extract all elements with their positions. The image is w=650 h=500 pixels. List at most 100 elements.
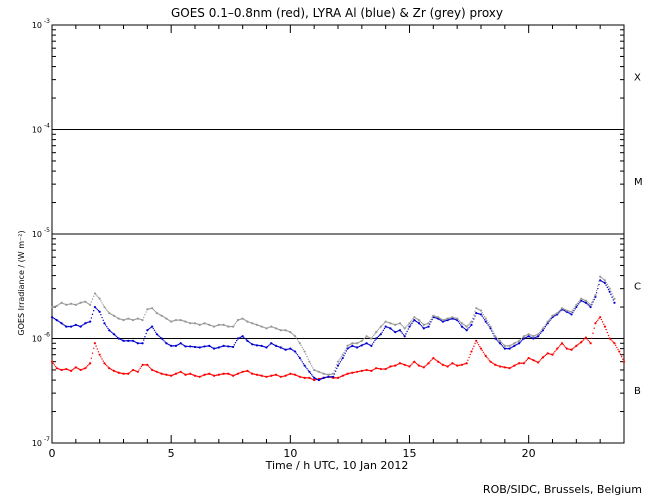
series-1-point bbox=[185, 345, 188, 348]
series-2-point bbox=[312, 367, 314, 369]
series-0-point bbox=[209, 373, 212, 375]
series-0-point bbox=[257, 374, 259, 376]
series-0-point bbox=[50, 360, 54, 363]
series-1-point bbox=[409, 324, 412, 326]
series-1-point bbox=[435, 317, 437, 319]
series-2-point bbox=[610, 290, 612, 292]
series-2-point bbox=[574, 305, 576, 308]
series-1-point bbox=[178, 343, 181, 345]
series-0-point bbox=[69, 369, 71, 372]
series-0-point bbox=[145, 364, 147, 366]
series-0-point bbox=[563, 345, 566, 347]
series-2-point bbox=[510, 344, 512, 346]
series-2-point bbox=[439, 317, 442, 320]
series-1-point bbox=[474, 315, 476, 317]
series-1-point bbox=[383, 327, 386, 330]
series-1-point bbox=[455, 319, 457, 321]
series-0-point bbox=[613, 342, 616, 345]
series-2-point bbox=[543, 325, 545, 328]
series-0-point bbox=[405, 364, 407, 366]
series-2-point bbox=[531, 335, 533, 337]
series-2-point bbox=[469, 322, 471, 324]
series-1-point bbox=[374, 339, 376, 342]
series-1-point bbox=[176, 344, 178, 346]
series-0-point bbox=[506, 367, 508, 369]
series-1-point bbox=[54, 318, 57, 321]
series-2-point bbox=[154, 311, 157, 313]
series-0-point bbox=[387, 367, 389, 369]
series-1-point bbox=[220, 345, 222, 348]
series-2-point bbox=[243, 318, 245, 321]
series-0-point bbox=[475, 339, 478, 342]
series-0-point bbox=[292, 373, 294, 375]
series-2-point bbox=[101, 302, 103, 304]
series-2-point bbox=[599, 275, 602, 278]
series-1-point bbox=[505, 347, 507, 350]
series-1-point bbox=[386, 326, 388, 328]
series-1-point bbox=[500, 343, 502, 346]
series-2-point bbox=[73, 303, 76, 306]
series-2-point bbox=[93, 292, 96, 295]
series-1-point bbox=[376, 336, 379, 339]
series-2-point bbox=[572, 309, 574, 311]
series-2-point bbox=[402, 326, 405, 328]
flare-class-label: X bbox=[634, 73, 641, 84]
series-0-point bbox=[574, 346, 576, 348]
series-1-point bbox=[272, 343, 275, 346]
series-2-point bbox=[195, 322, 197, 325]
series-2-point bbox=[344, 349, 346, 351]
series-2-point bbox=[407, 323, 410, 326]
series-0-point bbox=[187, 373, 189, 375]
series-1-point bbox=[448, 319, 450, 321]
series-2-point bbox=[412, 317, 414, 320]
series-2-point bbox=[249, 321, 251, 324]
series-1-point bbox=[195, 346, 197, 348]
series-1-point bbox=[168, 343, 170, 346]
series-2-point bbox=[569, 310, 572, 313]
series-2-point bbox=[613, 297, 616, 300]
series-2-point bbox=[516, 341, 518, 343]
series-1-point bbox=[406, 330, 408, 333]
series-0-point bbox=[352, 371, 355, 374]
series-2-point bbox=[578, 301, 580, 303]
series-2-point bbox=[159, 314, 162, 316]
series-0-point bbox=[231, 374, 233, 376]
series-2-point bbox=[233, 324, 236, 326]
series-2-point bbox=[212, 325, 214, 327]
series-0-point bbox=[195, 375, 197, 377]
series-2-point bbox=[373, 334, 375, 337]
series-0-point bbox=[539, 359, 542, 361]
series-1-point bbox=[150, 326, 152, 329]
series-1-point bbox=[226, 345, 228, 347]
series-0-point bbox=[52, 362, 54, 365]
series-1-point bbox=[73, 324, 76, 327]
series-1-point bbox=[379, 334, 381, 336]
series-2-point bbox=[95, 294, 97, 296]
series-0-point bbox=[164, 373, 166, 376]
series-1-point bbox=[606, 286, 609, 289]
series-2-point bbox=[333, 370, 336, 372]
series-0-point bbox=[503, 366, 506, 369]
series-0-point bbox=[488, 359, 491, 361]
series-2-point bbox=[395, 323, 398, 326]
series-1-point bbox=[479, 313, 481, 315]
series-1-point bbox=[487, 324, 489, 326]
series-2-point bbox=[487, 321, 489, 324]
series-0-point bbox=[146, 363, 149, 366]
series-0-point bbox=[591, 337, 593, 339]
series-2-point bbox=[430, 318, 432, 321]
series-1-point bbox=[230, 345, 232, 348]
series-0-point bbox=[550, 353, 553, 356]
series-1-point bbox=[253, 344, 256, 346]
series-1-point bbox=[582, 301, 585, 303]
series-1-point bbox=[462, 326, 464, 329]
series-1-point bbox=[193, 345, 197, 349]
series-1-point bbox=[502, 346, 505, 348]
series-1-point bbox=[221, 345, 224, 347]
series-2-point bbox=[363, 337, 365, 340]
series-2-point bbox=[225, 325, 227, 327]
series-1-point bbox=[271, 343, 274, 345]
series-1-point bbox=[305, 366, 307, 368]
series-0-point bbox=[297, 375, 300, 377]
